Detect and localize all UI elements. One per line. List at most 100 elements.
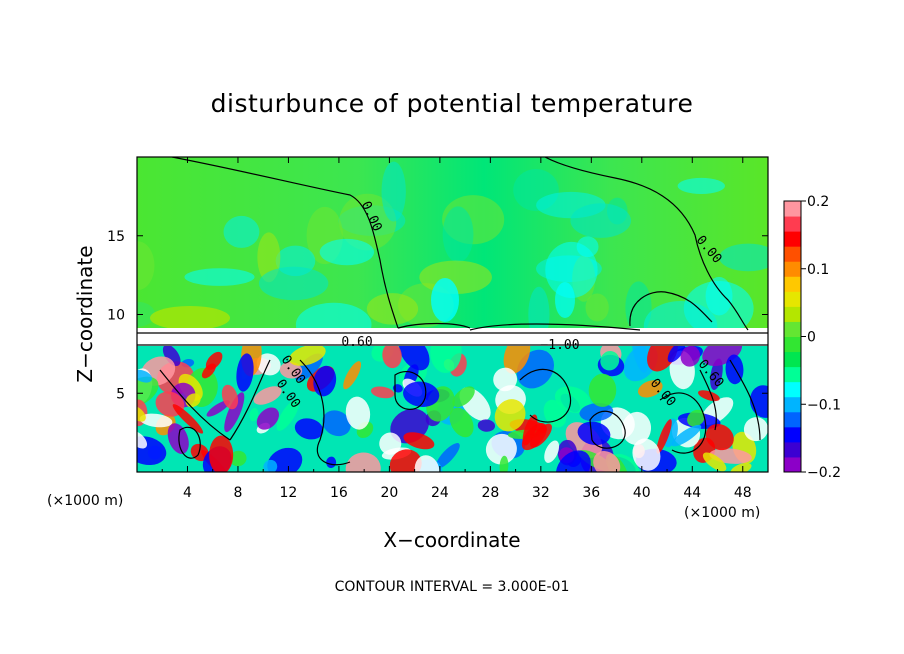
field-patch bbox=[638, 380, 663, 398]
contour-line bbox=[159, 359, 271, 441]
colorbar-swatch bbox=[784, 231, 801, 247]
field-patch bbox=[431, 278, 459, 322]
field-patch bbox=[442, 206, 474, 263]
field-patch bbox=[137, 241, 155, 290]
contour-label: −1.00 bbox=[540, 338, 579, 353]
colorbar-swatch bbox=[784, 456, 801, 473]
colorbar-swatch bbox=[784, 411, 801, 428]
field-patch bbox=[249, 407, 259, 422]
field-patch bbox=[725, 354, 744, 385]
field-patch bbox=[206, 400, 230, 417]
y-tick-label: 5 bbox=[116, 386, 125, 402]
field-patch bbox=[343, 361, 362, 390]
colorbar-tick-label: −0.2 bbox=[807, 465, 841, 481]
contour-line bbox=[394, 370, 427, 410]
x-axis-label: X−coordinate bbox=[383, 528, 520, 552]
colorbar-swatch bbox=[784, 261, 801, 277]
contour-line bbox=[589, 410, 626, 449]
colorbar-swatch bbox=[784, 306, 801, 322]
field-patch bbox=[263, 459, 278, 472]
field-patch bbox=[730, 462, 752, 472]
x-tick-label: 16 bbox=[330, 485, 348, 501]
x-tick-label: 12 bbox=[280, 485, 298, 501]
contour-line bbox=[178, 426, 201, 459]
contour-line bbox=[629, 291, 713, 327]
field-patch bbox=[223, 215, 260, 248]
colorbar-tick-label: −0.1 bbox=[807, 397, 841, 413]
field-patch bbox=[656, 419, 672, 454]
field-patch bbox=[485, 433, 517, 465]
field-patch bbox=[322, 410, 351, 437]
field-patch bbox=[743, 417, 768, 442]
field-patch bbox=[555, 450, 591, 472]
x-tick-label: 36 bbox=[582, 485, 600, 501]
contour-line bbox=[519, 368, 572, 423]
contour-line bbox=[299, 359, 351, 466]
field-patch bbox=[435, 443, 460, 469]
field-patch bbox=[719, 243, 768, 272]
field-patch bbox=[345, 396, 371, 430]
field-patch bbox=[339, 193, 397, 251]
field-patch bbox=[687, 409, 705, 427]
field-patch bbox=[162, 344, 181, 367]
field-patch bbox=[749, 385, 768, 418]
colorbar-tick-label: 0 bbox=[807, 330, 816, 346]
field-patch bbox=[570, 203, 632, 238]
contour-line bbox=[699, 359, 761, 441]
field-patch bbox=[521, 423, 547, 451]
contour-line bbox=[544, 157, 749, 331]
field-patch bbox=[554, 386, 591, 413]
field-patch bbox=[449, 407, 474, 438]
field-patch bbox=[276, 399, 300, 431]
field-patch bbox=[544, 440, 560, 463]
contour-line bbox=[397, 322, 641, 331]
field-patch bbox=[137, 369, 153, 383]
x-tick-label: 28 bbox=[481, 485, 499, 501]
field-patch bbox=[705, 423, 734, 451]
colorbar-swatch bbox=[784, 366, 801, 383]
field-patch bbox=[253, 386, 282, 405]
field-patch bbox=[593, 451, 621, 472]
contour-label: 0.60 bbox=[341, 335, 372, 350]
colorbar-tick-label: 0.1 bbox=[807, 262, 829, 278]
colorbar-swatch bbox=[784, 276, 801, 292]
contour-lines bbox=[137, 157, 768, 466]
field-patch bbox=[680, 345, 701, 367]
y-tick-label: 10 bbox=[107, 308, 125, 324]
colorbar-swatch bbox=[784, 441, 801, 458]
inversion-band bbox=[137, 328, 768, 346]
field-patch bbox=[258, 266, 329, 301]
field-patch bbox=[577, 421, 611, 446]
field-patch bbox=[382, 342, 402, 369]
colorbar-swatch bbox=[784, 336, 801, 353]
field-patch bbox=[150, 306, 230, 330]
field-patch bbox=[185, 393, 201, 408]
x-unit-right: (×1000 m) bbox=[684, 505, 760, 521]
x-tick-label: 24 bbox=[431, 485, 449, 501]
field-patch bbox=[319, 238, 375, 266]
field-patch bbox=[600, 350, 620, 371]
field-patch bbox=[184, 268, 255, 286]
colorbar-swatch bbox=[784, 396, 801, 413]
field-patch bbox=[403, 381, 440, 407]
field-patch bbox=[632, 438, 661, 471]
x-tick-label: 4 bbox=[183, 485, 192, 501]
colorbar: 0.2 0.1 0 −0.1 −0.2 bbox=[783, 194, 841, 481]
field-patch bbox=[585, 293, 609, 322]
colorbar-swatch bbox=[784, 381, 801, 398]
field-patch bbox=[209, 435, 234, 472]
field-patch bbox=[137, 301, 156, 327]
x-tick-label: 44 bbox=[683, 485, 701, 501]
contour-interval-note: CONTOUR INTERVAL = 3.000E-01 bbox=[335, 579, 570, 595]
field-patch bbox=[579, 403, 614, 422]
field-patch bbox=[229, 450, 247, 467]
colorbar-swatch bbox=[784, 321, 801, 337]
plot-area: 0.000.000.000.00 0.000.60 −1.000.60 bbox=[137, 157, 768, 472]
colorbar-swatch bbox=[784, 351, 801, 368]
colorbar-swatch bbox=[784, 201, 801, 217]
field-patch bbox=[256, 407, 279, 430]
field-patch bbox=[555, 282, 575, 318]
x-tick-label: 48 bbox=[734, 485, 752, 501]
field-patch bbox=[139, 413, 173, 428]
